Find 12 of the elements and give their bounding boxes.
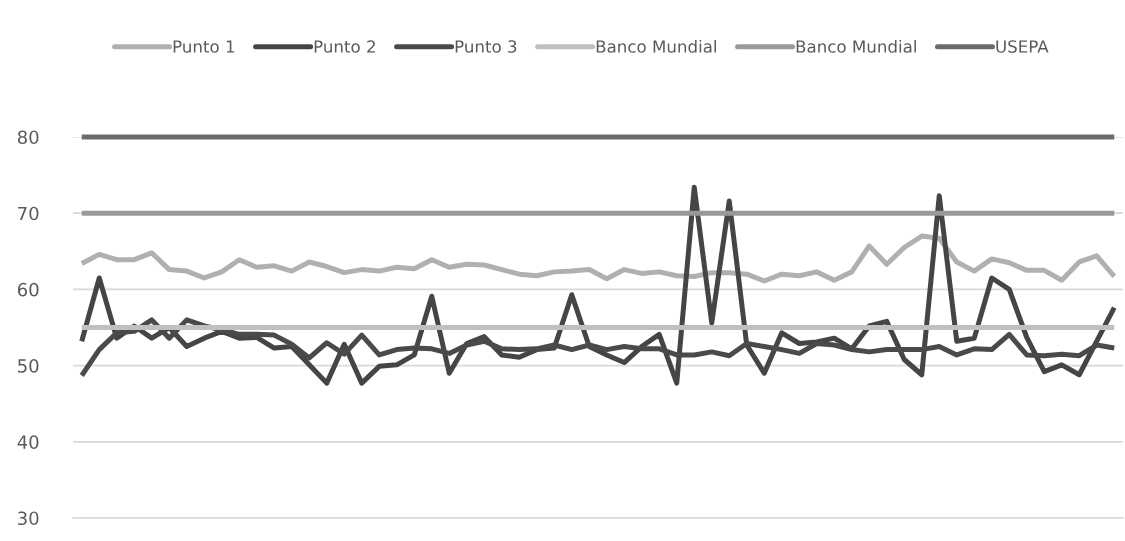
legend-label: Punto 3 [455, 40, 517, 53]
y-tick-label: 60 [17, 282, 39, 297]
y-tick-label: 30 [18, 511, 39, 526]
y-tick-label: 50 [18, 359, 39, 373]
legend-label: Punto 1 [173, 40, 235, 53]
legend-label: Punto 2 [314, 40, 375, 53]
legend-label: Banco Mundial [796, 39, 916, 53]
y-tick-label: 80 [17, 130, 39, 145]
y-tick-label: 40 [17, 435, 39, 449]
y-tick-label: 70 [18, 206, 39, 221]
legend-label: USEPA [996, 40, 1049, 53]
legend-label: Banco Mundial [596, 39, 716, 53]
